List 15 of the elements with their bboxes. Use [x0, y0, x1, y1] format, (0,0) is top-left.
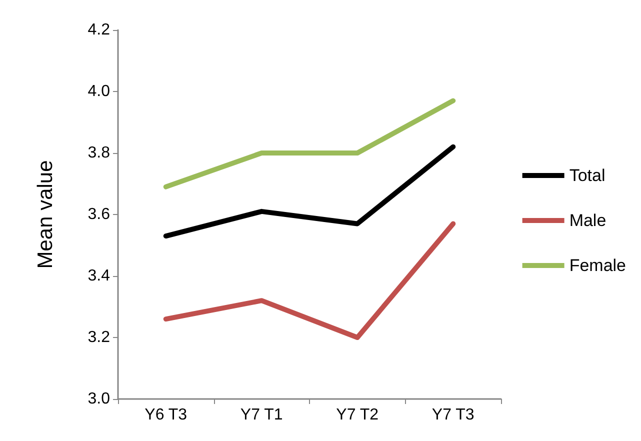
y-axis-title: Mean value	[34, 160, 57, 269]
y-tick-label: 4.2	[88, 22, 110, 38]
y-tick-label: 3.6	[88, 206, 110, 223]
y-tick-label: 4.0	[88, 83, 110, 100]
legend-label: Total	[569, 166, 606, 185]
x-tick-label: Y7 T3	[432, 406, 474, 424]
y-tick-label: 3.0	[88, 390, 110, 408]
x-tick-label: Y7 T1	[240, 406, 283, 424]
y-tick-label: 3.2	[88, 329, 110, 346]
y-tick-label: 3.8	[88, 144, 110, 162]
x-tick-label: Y7 T2	[336, 406, 379, 424]
legend-label: Male	[569, 211, 606, 230]
x-tick-label: Y6 T3	[144, 406, 188, 424]
legend-label: Female	[569, 256, 626, 275]
y-tick-label: 3.4	[88, 268, 110, 284]
